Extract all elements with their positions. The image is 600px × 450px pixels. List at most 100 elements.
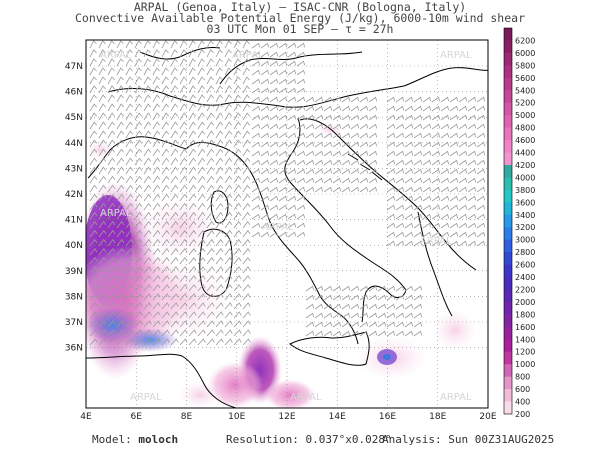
wind-barb	[341, 132, 351, 139]
wind-barb	[224, 329, 233, 337]
wind-barb	[215, 257, 224, 265]
wind-barb	[386, 204, 396, 211]
colorbar-label: 400	[515, 398, 530, 407]
wind-barb	[314, 114, 324, 121]
wind-barb	[233, 40, 241, 49]
wind-barb	[233, 302, 242, 310]
wind-barb	[179, 320, 188, 328]
wind-barb	[98, 76, 106, 85]
wind-barb	[233, 257, 242, 265]
wind-barb	[89, 202, 98, 211]
wind-barb	[188, 184, 197, 193]
wind-barb	[242, 329, 251, 337]
wind-barb	[287, 168, 297, 175]
wind-barb	[197, 58, 205, 67]
wind-barb	[107, 311, 116, 319]
colorbar-swatch	[504, 277, 512, 290]
wind-barb	[134, 121, 143, 130]
wind-barb	[197, 67, 205, 76]
wind-barb	[152, 67, 160, 76]
wind-barb	[197, 329, 206, 337]
wind-barb	[179, 121, 188, 130]
latitude-label: 42N	[65, 190, 83, 200]
wind-barb	[197, 229, 206, 238]
wind-barb	[224, 103, 233, 112]
wind-barb	[143, 275, 152, 283]
wind-barb	[278, 132, 288, 139]
wind-barb	[287, 60, 297, 67]
wind-barb	[413, 168, 423, 175]
wind-barb	[206, 211, 215, 220]
wind-barb	[359, 321, 369, 328]
wind-barb	[206, 58, 214, 67]
wind-barb	[440, 186, 450, 193]
wind-barb	[98, 220, 107, 229]
wind-barb	[224, 157, 233, 166]
wind-barb	[143, 257, 152, 265]
wind-barb	[278, 87, 288, 94]
wind-barb	[323, 168, 333, 175]
wind-barb	[368, 123, 378, 130]
wind-barb	[359, 123, 369, 130]
wind-barb	[323, 132, 333, 139]
wind-barb	[269, 78, 279, 85]
wind-barb	[467, 222, 477, 229]
wind-barb	[206, 85, 214, 94]
wind-barb	[224, 139, 233, 148]
wind-barb	[449, 195, 459, 202]
wind-barb	[170, 257, 179, 265]
wind-barb	[404, 195, 414, 202]
wind-barb	[170, 112, 179, 121]
wind-barb	[305, 96, 315, 103]
wind-barb	[233, 284, 242, 292]
wind-barb	[368, 159, 378, 166]
wind-barb	[341, 105, 351, 112]
wind-barb	[269, 213, 279, 220]
wind-barb	[152, 193, 161, 202]
wind-barb	[170, 293, 179, 301]
wind-barb	[332, 330, 342, 337]
wind-barb	[323, 312, 333, 319]
wind-barb	[107, 94, 115, 103]
wind-barb	[251, 186, 261, 193]
wind-barb	[197, 121, 206, 130]
wind-barb	[161, 175, 170, 184]
wind-barb	[269, 195, 279, 202]
wind-barb	[422, 177, 432, 184]
wind-barb	[296, 213, 306, 220]
colorbar-swatch	[504, 264, 512, 278]
wind-barb	[368, 141, 378, 148]
wind-barb	[395, 105, 405, 112]
wind-barb	[125, 40, 133, 49]
wind-barb	[314, 96, 324, 103]
wind-barb	[89, 130, 98, 139]
wind-barb	[440, 240, 450, 247]
wind-barb	[161, 49, 169, 58]
wind-barb	[314, 312, 324, 319]
wind-barb	[161, 302, 170, 310]
wind-barb	[143, 338, 152, 346]
wind-barb	[161, 112, 170, 121]
wind-barb	[134, 320, 143, 328]
wind-barb	[278, 231, 288, 238]
wind-barb	[449, 213, 459, 220]
wind-barb	[179, 103, 188, 112]
colorbar-label: 3800	[515, 186, 535, 195]
wind-barb	[188, 193, 197, 202]
wind-barb	[386, 132, 396, 139]
watermarks: ARPAL ARPAL ARPAL ARPAL ARPAL ARPAL ARPA…	[100, 50, 472, 403]
wind-barb	[143, 320, 152, 328]
wind-barb	[251, 141, 261, 148]
wind-barb	[332, 105, 342, 112]
wind-barb	[134, 184, 143, 193]
latitude-label: 41N	[65, 216, 83, 226]
wind-barb	[125, 284, 134, 292]
wind-barb	[125, 103, 134, 112]
wind-barb	[98, 202, 107, 211]
wind-barb	[116, 202, 125, 211]
wind-barb	[233, 58, 241, 67]
wind-barb	[188, 275, 197, 283]
wind-barb	[359, 114, 369, 121]
wind-barb	[233, 67, 241, 76]
wind-barb	[251, 231, 261, 238]
